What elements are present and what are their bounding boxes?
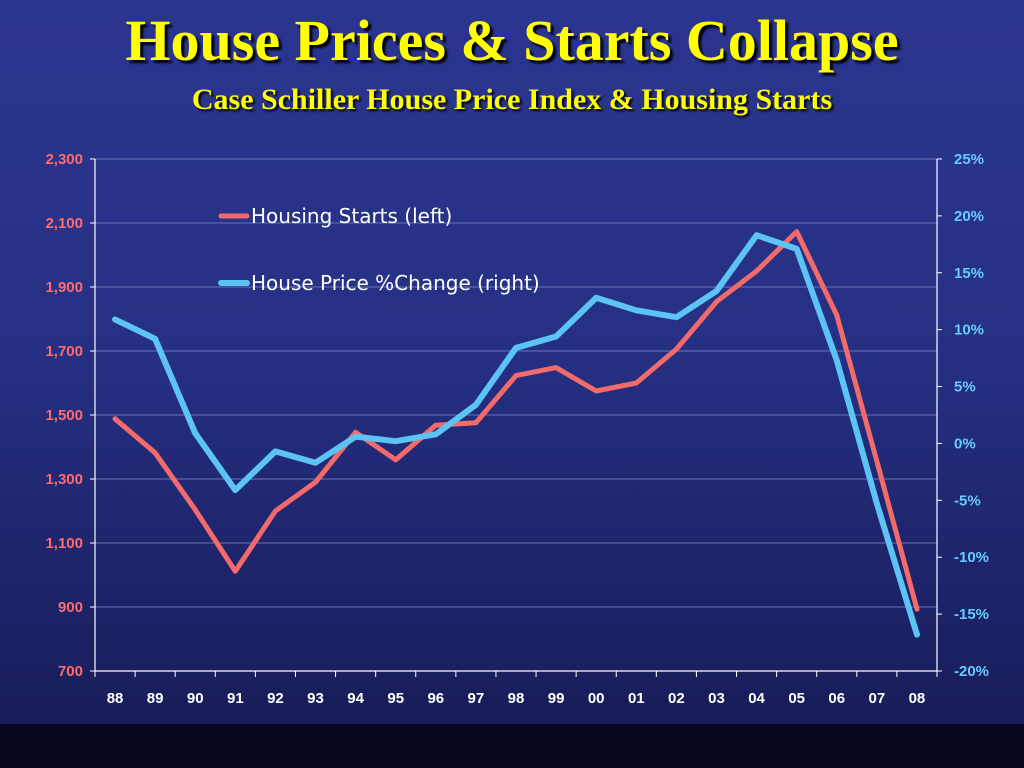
page-subtitle: Case Schiller House Price Index & Housin…: [191, 83, 833, 116]
y-left-tick-label: 2,100: [45, 215, 83, 232]
y-right-tick-label: 15%: [954, 265, 984, 282]
x-tick-label: 90: [187, 690, 204, 707]
x-tick-label: 01: [628, 690, 645, 707]
x-tick-label: 92: [267, 690, 284, 707]
legend-label: Housing Starts (left): [251, 204, 452, 228]
x-tick-label: 88: [107, 690, 124, 707]
series-line-house-price-change: [112, 232, 920, 638]
x-tick-label: 07: [869, 690, 886, 707]
y-right-tick-label: 5%: [954, 379, 976, 396]
y-left-tick-label: 1,500: [45, 407, 83, 424]
y-right-tick-label: -20%: [954, 663, 989, 680]
series-lines: [112, 229, 920, 638]
x-tick-label: 08: [909, 690, 926, 707]
y-right-tick-label: 25%: [954, 151, 984, 168]
x-tick-label: 02: [668, 690, 685, 707]
y-right-tick-label: 0%: [954, 435, 976, 452]
y-left-tick-label: 1,300: [45, 471, 83, 488]
y-right-tick-label: 10%: [954, 322, 984, 339]
y-left-tick-label: 1,700: [45, 343, 83, 360]
page-title: House Prices & Starts Collapse: [125, 8, 899, 73]
x-tick-label: 05: [788, 690, 805, 707]
y-left-tick-label: 1,100: [45, 535, 83, 552]
legend: Housing Starts (left) House Price %Change…: [218, 204, 540, 295]
x-tick-label: 99: [548, 690, 565, 707]
legend-label: House Price %Change (right): [251, 271, 540, 295]
y-right-tick-label: -10%: [954, 549, 989, 566]
y-left-tick-label: 1,900: [45, 279, 83, 296]
x-tick-label: 91: [227, 690, 244, 707]
x-tick-label: 00: [588, 690, 605, 707]
y-right-tick-label: -5%: [954, 492, 981, 509]
gridlines: [95, 158, 937, 608]
x-tick-label: 94: [347, 690, 364, 707]
x-tick-label: 06: [828, 690, 845, 707]
x-tick-label: 95: [387, 690, 404, 707]
y-left-tick-label: 900: [58, 599, 83, 616]
x-tick-label: 96: [427, 690, 444, 707]
axes: 700 900 1,100 1,300 1,500 1,700 1,900 2,100 2,30…: [45, 151, 989, 707]
x-tick-label: 89: [147, 690, 164, 707]
y-right-tick-label: 20%: [954, 208, 984, 225]
x-tick-label: 03: [708, 690, 725, 707]
y-right-tick-label: -15%: [954, 606, 989, 623]
x-tick-label: 97: [468, 690, 485, 707]
y-left-tick-label: 2,300: [45, 151, 83, 168]
y-left-tick-label: 700: [58, 663, 83, 680]
x-tick-label: 98: [508, 690, 525, 707]
x-tick-label: 93: [307, 690, 324, 707]
footer-band: [0, 724, 1024, 768]
x-tick-label: 04: [748, 690, 765, 707]
